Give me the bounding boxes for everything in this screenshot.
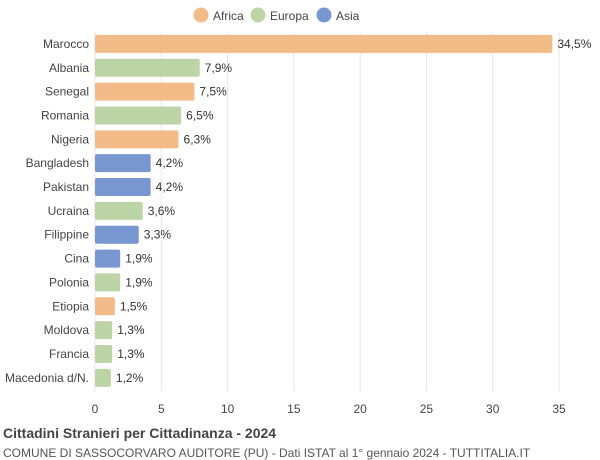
category-label: Macedonia d/N. xyxy=(5,371,89,385)
value-label: 1,9% xyxy=(125,275,153,289)
bar xyxy=(95,297,115,316)
legend-label: Africa xyxy=(213,9,244,23)
x-tick-label: 35 xyxy=(552,402,566,416)
category-label: Francia xyxy=(49,347,89,361)
bar xyxy=(95,106,182,125)
bar xyxy=(95,154,151,173)
bar xyxy=(95,225,139,244)
x-tick-label: 0 xyxy=(92,402,99,416)
value-label: 34,5% xyxy=(557,37,591,51)
category-label: Marocco xyxy=(43,37,89,51)
category-label: Etiopia xyxy=(52,299,89,313)
x-tick-label: 15 xyxy=(287,402,301,416)
value-label: 4,2% xyxy=(156,156,184,170)
bar xyxy=(95,82,195,101)
legend-marker xyxy=(250,7,266,23)
value-label: 6,3% xyxy=(184,132,212,146)
bar xyxy=(95,178,151,197)
value-label: 1,9% xyxy=(125,252,153,266)
value-label: 3,3% xyxy=(144,228,172,242)
value-label: 1,3% xyxy=(117,347,145,361)
category-label: Nigeria xyxy=(51,132,89,146)
bar xyxy=(95,344,113,363)
category-label: Pakistan xyxy=(43,180,89,194)
category-label: Bangladesh xyxy=(26,156,89,170)
chart-title: Cittadini Stranieri per Cittadinanza - 2… xyxy=(3,425,277,441)
value-label: 7,5% xyxy=(199,85,227,99)
bar xyxy=(95,130,179,149)
legend-label: Asia xyxy=(336,9,360,23)
category-label: Filippine xyxy=(44,228,89,242)
legend-marker xyxy=(316,7,332,23)
value-label: 4,2% xyxy=(156,180,184,194)
value-label: 1,2% xyxy=(116,371,144,385)
bar xyxy=(95,34,553,53)
bar xyxy=(95,368,111,387)
category-label: Romania xyxy=(41,108,89,122)
x-tick-label: 20 xyxy=(353,402,367,416)
x-tick-label: 5 xyxy=(158,402,165,416)
bar xyxy=(95,273,121,292)
category-label: Ucraina xyxy=(48,204,90,218)
value-label: 1,5% xyxy=(120,299,148,313)
value-label: 7,9% xyxy=(205,61,233,75)
category-label: Cina xyxy=(64,252,89,266)
legend-label: Europa xyxy=(270,9,309,23)
chart-source: COMUNE DI SASSOCORVARO AUDITORE (PU) - D… xyxy=(3,446,531,460)
bar xyxy=(95,58,200,77)
value-label: 3,6% xyxy=(148,204,176,218)
x-tick-label: 30 xyxy=(486,402,500,416)
x-tick-label: 25 xyxy=(420,402,434,416)
bar xyxy=(95,201,143,220)
bar xyxy=(95,249,121,268)
chart: 0 5 10 15 20 25 30 35 Marocco 34,5% Albania 7,9% Sen… xyxy=(5,7,592,416)
category-label: Moldova xyxy=(44,323,90,337)
x-tick-label: 10 xyxy=(221,402,235,416)
category-label: Albania xyxy=(49,61,89,75)
category-label: Senegal xyxy=(45,85,89,99)
bar xyxy=(95,321,113,340)
value-label: 1,3% xyxy=(117,323,145,337)
legend-marker xyxy=(193,7,209,23)
category-label: Polonia xyxy=(49,275,89,289)
value-label: 6,5% xyxy=(186,108,214,122)
